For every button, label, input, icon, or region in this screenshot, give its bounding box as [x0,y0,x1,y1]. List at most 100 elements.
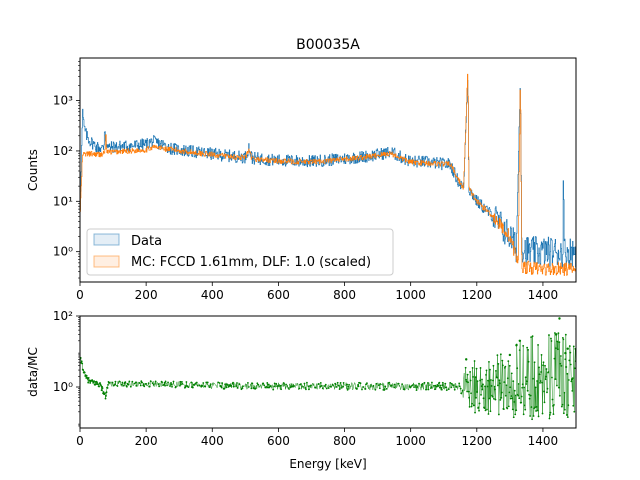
ratio-point [556,340,559,343]
ratio-point [158,385,161,388]
ratio-point [236,386,239,389]
ratio-point [334,383,337,386]
ratio-point [438,386,441,389]
ratio-point [566,372,569,375]
ratio-point [556,384,558,387]
ratio-point [524,376,527,379]
ratio-point [431,381,433,384]
ratio-outlier-point [558,317,561,320]
ratio-point [473,360,476,362]
ratio-point [335,386,338,388]
ratio-point [438,381,441,384]
y-tick-label: 10³ [53,94,73,108]
ratio-point [450,386,453,389]
ratio-point [496,354,499,356]
ratio-point [520,401,523,404]
ratio-point [444,382,447,385]
ratio-point [490,379,492,381]
ratio-point [486,385,489,388]
ratio-point [544,378,547,381]
ratio-point [514,394,517,397]
ratio-point [361,388,363,391]
ratio-point [257,383,260,386]
ratio-point [114,380,117,383]
ratio-point [303,382,306,385]
ratio-point [298,387,301,390]
ratio-point [522,345,525,347]
ratio-point [445,386,448,389]
ratio-point [445,389,448,392]
ratio-point [493,385,496,388]
ratio-point [440,387,443,389]
ratio-point [528,393,531,396]
ratio-point [525,380,528,383]
ratio-point [337,384,340,387]
ratio-point [185,384,187,387]
ratio-point [116,385,119,387]
ratio-point [478,409,480,412]
legend-swatch-data [93,233,120,246]
ratio-point [549,413,551,416]
ratio-point [496,384,499,387]
ratio-point [123,384,125,387]
ratio-point [506,377,509,380]
ratio-point [540,353,543,356]
ratio-point [497,413,500,416]
x-tick-label: 1400 [528,288,559,302]
ratio-point [447,388,450,391]
ratio-point [501,364,504,367]
ratio-point [266,382,269,384]
ratio-point [511,397,514,400]
ratio-point [267,383,270,386]
ratio-point [513,389,516,392]
ratio-point [82,369,85,371]
ratio-point [288,388,290,390]
ratio-point [269,385,272,387]
ratio-point [491,395,494,398]
ratio-point [538,373,541,376]
ratio-point [545,375,547,378]
ratio-point [206,381,209,384]
ratio-point [366,382,368,385]
top-y-axis-label: Counts [26,149,40,191]
ratio-point [490,385,493,387]
ratio-point [170,383,173,386]
ratio-point [566,416,569,419]
ratio-point [503,381,506,384]
ratio-point [319,381,322,384]
y-tick-label: 10¹ [53,194,73,208]
ratio-point [518,349,521,352]
ratio-point [164,384,166,387]
ratio-point [218,382,221,384]
bottom-plot-frame [79,315,577,429]
ratio-point [472,376,474,378]
ratio-point [474,376,477,378]
ratio-point [536,409,539,412]
ratio-point [393,386,396,389]
ratio-point [427,381,429,384]
ratio-point [499,353,502,356]
x-tick-label: 0 [76,434,84,448]
ratio-point [374,388,377,391]
ratio-point [478,402,481,405]
ratio-point [307,385,310,388]
ratio-point [530,406,533,408]
ratio-point [190,381,193,384]
ratio-point [194,382,197,385]
ratio-point [208,386,211,389]
ratio-point [95,383,98,386]
ratio-point [305,388,307,391]
ratio-line [80,333,576,420]
x-tick-label: 1000 [395,434,426,448]
ratio-point [569,351,572,354]
ratio-point [161,381,163,384]
ratio-point [191,386,194,389]
ratio-point [561,336,564,339]
ratio-point [500,396,503,399]
ratio-point [224,383,226,386]
ratio-point [536,380,538,382]
ratio-point [509,397,512,400]
ratio-point [105,394,107,397]
ratio-point [129,385,132,388]
ratio-point [540,371,542,373]
